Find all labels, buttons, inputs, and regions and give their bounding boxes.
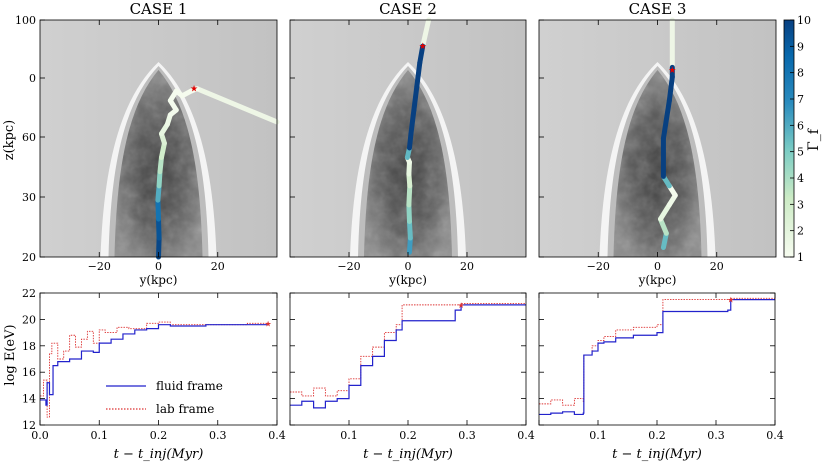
y-tick-label: 60 <box>22 131 36 144</box>
colorbar-gradient <box>783 19 795 258</box>
x-tick-label: 0.4 <box>766 429 784 442</box>
trajectory-segment <box>408 107 417 137</box>
x-tick-label: 0.0 <box>31 429 49 442</box>
colorbar-tick-label: 5 <box>797 146 804 159</box>
trajectory-segment <box>411 83 420 113</box>
x-tick-label: 0.1 <box>589 429 607 442</box>
colorbar-tick-label: 9 <box>797 40 804 53</box>
top-panel-1: ★ CASE 1 −20 0 20 y(kpc) 100 0 60 30 20 <box>15 0 280 287</box>
x-tick-label: 0.3 <box>707 429 725 442</box>
colorbar-tick-label: 7 <box>797 93 804 106</box>
trajectory-segment <box>188 86 200 94</box>
x-tick-label: 0.4 <box>517 429 535 442</box>
colorbar-tick-label: 1 <box>797 251 804 264</box>
panel-title: CASE 1 <box>130 0 188 18</box>
y-tick-label: 14 <box>22 393 36 406</box>
trajectory-segment <box>660 98 672 141</box>
x-tick-label: 0 <box>155 260 162 273</box>
y-tick-label: 30 <box>22 191 36 204</box>
bottom-panel-2: ★ 0.1 0.2 0.3 0.4 t − t_inj(Myr) <box>289 292 535 462</box>
y-tick-label: 12 <box>22 419 36 432</box>
top-panel-3: ★ CASE 3 −20 0 20 y(kpc) <box>538 0 777 287</box>
top-y-axis-label: z(kpc) <box>2 120 17 160</box>
bottom-panel-1: ★ 0.0 0.1 0.2 0.3 0.4 t − t_inj(Myr) 12 14 16 18 20… <box>22 287 286 462</box>
y-tick-label: 20 <box>22 313 36 326</box>
trajectory-segment <box>417 43 426 66</box>
x-tick-label: 0.2 <box>399 429 417 442</box>
end-marker: ★ <box>265 319 272 328</box>
x-tick-label: 0.4 <box>268 429 286 442</box>
x-tick-label: −20 <box>337 260 360 273</box>
colorbar-tick-label: 10 <box>797 14 811 27</box>
end-marker: ★ <box>419 42 427 52</box>
trajectory-segment <box>406 183 413 208</box>
bottom-x-axis-label: t − t_inj(Myr) <box>612 447 702 462</box>
escape-line <box>420 17 432 49</box>
legend: fluid frame lab frame <box>106 379 223 416</box>
x-tick-label: −20 <box>88 260 111 273</box>
y-tick-label: 100 <box>15 14 36 27</box>
top-panel-2: ★ CASE 2 −20 0 20 y(kpc) <box>289 0 527 287</box>
y-tick-label: 16 <box>22 366 36 379</box>
legend-fluid-label: fluid frame <box>156 379 223 393</box>
x-tick-label: −20 <box>587 260 610 273</box>
panel-title: CASE 2 <box>379 0 437 18</box>
x-tick-label: 0.3 <box>209 429 227 442</box>
fluid-frame-series <box>40 323 269 406</box>
x-tick-label: 0 <box>405 260 412 273</box>
colorbar-tick-label: 3 <box>797 198 804 211</box>
trajectory-segment <box>657 216 669 236</box>
end-marker: ★ <box>458 301 465 310</box>
x-tick-label: 0.1 <box>340 429 358 442</box>
trajectory-segment <box>406 202 412 224</box>
fluid-frame-series <box>539 299 775 416</box>
x-tick-label: 0.1 <box>91 429 109 442</box>
top-x-axis-label: y(kpc) <box>638 273 677 287</box>
trajectory-segment <box>156 216 162 241</box>
bottom-y-axis-label: log E(eV) <box>3 324 18 385</box>
x-tick-label: 0.2 <box>150 429 168 442</box>
trajectory-segment <box>666 74 675 104</box>
trajectory-segment <box>414 60 423 89</box>
y-tick-label: 22 <box>22 287 36 300</box>
colorbar-tick-label: 4 <box>797 172 804 185</box>
x-tick-label: 0 <box>654 260 661 273</box>
trajectory-segment <box>155 197 161 222</box>
bottom-x-axis-label: t − t_inj(Myr) <box>114 447 204 462</box>
y-tick-label: 0 <box>29 72 36 85</box>
fluid-frame-series <box>290 304 526 409</box>
lab-frame-series <box>290 303 526 397</box>
bottom-panel-3: ★ 0.1 0.2 0.3 0.4 t − t_inj(Myr) <box>538 292 784 462</box>
bottom-x-axis-label: t − t_inj(Myr) <box>363 447 453 462</box>
top-x-axis-label: y(kpc) <box>139 273 178 287</box>
y-tick-label: 18 <box>22 340 36 353</box>
colorbar-tick-label: 2 <box>797 225 804 238</box>
x-tick-label: 20 <box>460 260 474 273</box>
x-tick-label: 20 <box>211 260 225 273</box>
end-marker: ★ <box>190 85 198 95</box>
colorbar: 1 2 3 4 5 6 7 8 9 10 Γ_f <box>783 14 822 264</box>
panel-background <box>290 293 526 425</box>
x-tick-label: 0.3 <box>458 429 476 442</box>
cocoon-texture <box>613 70 702 257</box>
colorbar-label: Γ_f <box>806 127 822 151</box>
trajectory-segment <box>406 218 413 241</box>
panel-title: CASE 3 <box>629 0 687 18</box>
end-marker: ★ <box>727 296 734 305</box>
trajectory-segment <box>657 202 672 222</box>
lab-frame-series <box>40 321 269 418</box>
x-tick-label: 0.2 <box>648 429 666 442</box>
x-tick-label: 20 <box>710 260 724 273</box>
y-tick-label: 20 <box>22 251 36 264</box>
panel-background <box>539 293 775 425</box>
colorbar-tick-label: 8 <box>797 67 804 80</box>
colorbar-tick-label: 6 <box>797 119 804 132</box>
legend-lab-label: lab frame <box>156 402 214 416</box>
end-marker: ★ <box>668 66 676 76</box>
top-x-axis-label: y(kpc) <box>388 273 427 287</box>
escape-line <box>194 86 280 125</box>
